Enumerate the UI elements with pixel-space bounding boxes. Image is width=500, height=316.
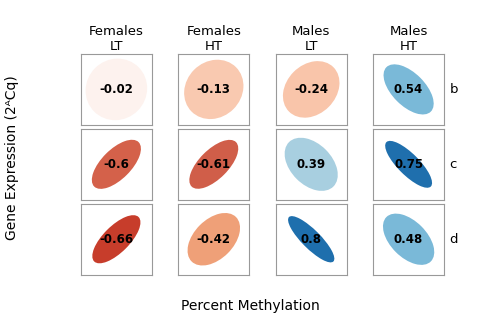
Text: 0.39: 0.39	[296, 158, 326, 171]
Ellipse shape	[184, 60, 244, 119]
Text: b: b	[450, 83, 458, 96]
Text: -0.42: -0.42	[197, 233, 231, 246]
Text: -0.24: -0.24	[294, 83, 328, 96]
Ellipse shape	[383, 214, 434, 265]
Text: Percent Methylation: Percent Methylation	[180, 299, 320, 313]
Text: -0.61: -0.61	[197, 158, 231, 171]
Text: -0.66: -0.66	[100, 233, 134, 246]
Title: Females
LT: Females LT	[89, 25, 144, 52]
Text: d: d	[450, 233, 458, 246]
Title: Males
HT: Males HT	[390, 25, 428, 52]
Title: Males
LT: Males LT	[292, 25, 331, 52]
Ellipse shape	[92, 215, 140, 263]
Title: Females
HT: Females HT	[186, 25, 241, 52]
Text: 0.48: 0.48	[394, 233, 423, 246]
Ellipse shape	[92, 140, 141, 189]
Ellipse shape	[288, 216, 335, 262]
Text: Gene Expression (2ᴬCq): Gene Expression (2ᴬCq)	[6, 76, 20, 240]
Text: 0.54: 0.54	[394, 83, 423, 96]
Ellipse shape	[86, 59, 147, 120]
Text: -0.6: -0.6	[104, 158, 130, 171]
Text: -0.02: -0.02	[100, 83, 134, 96]
Text: 0.8: 0.8	[300, 233, 322, 246]
Text: -0.13: -0.13	[197, 83, 230, 96]
Ellipse shape	[385, 141, 432, 188]
Text: c: c	[450, 158, 456, 171]
Ellipse shape	[188, 213, 240, 265]
Ellipse shape	[384, 64, 434, 114]
Ellipse shape	[283, 61, 340, 118]
Ellipse shape	[284, 138, 338, 191]
Ellipse shape	[190, 140, 238, 189]
Text: 0.75: 0.75	[394, 158, 423, 171]
